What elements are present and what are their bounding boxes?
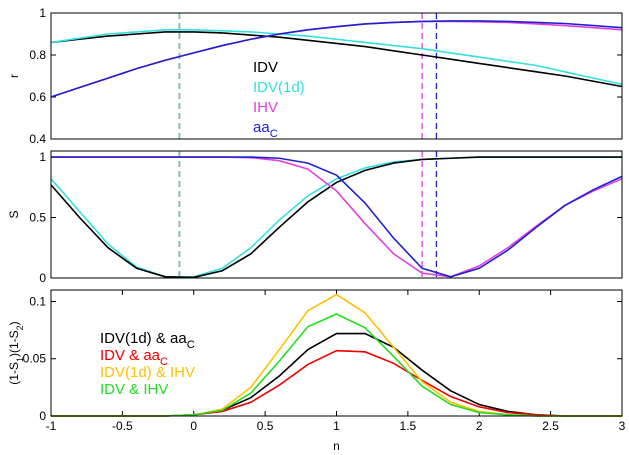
plot-area (51, 290, 622, 416)
text-part: IDV(1d) & aa (100, 330, 187, 347)
y-tick-label: 0 (39, 409, 46, 423)
text-part: IDV & aa (100, 347, 161, 364)
text-part: )(1-S (7, 330, 21, 357)
legend-entry: IDV(1d) & IHV (100, 364, 195, 381)
series-line (50, 28, 623, 86)
series-line (50, 31, 623, 88)
x-tick-label: -0.5 (112, 419, 133, 433)
y-tick-label: 0.05 (23, 352, 47, 366)
x-tick-label: 3 (619, 419, 626, 433)
y-tick-label: 0.5 (29, 211, 46, 225)
text-part: (1-S (7, 362, 21, 385)
y-axis-label: (1-S1)(1-S2) (7, 321, 25, 384)
text-part: aa (253, 119, 270, 136)
subscript: 2 (15, 325, 25, 330)
y-tick-label: 0.8 (29, 48, 46, 62)
legend-entry: IHV (253, 99, 278, 116)
plot-frame (50, 12, 623, 140)
x-tick-label: 1.5 (400, 419, 417, 433)
panel: 00.050.1-1 -0.5 0 0.5 1 1.5 2 2.5 3n(1-S1)(1-S2)… (7, 289, 626, 453)
y-axis-label: S (7, 210, 21, 218)
y-tick-label: 1 (39, 150, 46, 164)
subscript: C (160, 356, 168, 368)
x-tick-label: 2 (476, 419, 483, 433)
series-line (51, 156, 623, 278)
legend-entry: IDV & aaC (100, 347, 168, 368)
x-tick-label: 0 (190, 419, 197, 433)
y-tick-label: 0 (39, 271, 46, 285)
subscript: 1 (15, 357, 25, 362)
text-part: ) (7, 321, 21, 325)
legend-entry: IDV & IHV (100, 381, 168, 398)
y-tick-label: 1 (39, 6, 46, 20)
plot-frame (50, 289, 623, 417)
legend-entry: IDV(1d) (253, 79, 305, 96)
x-tick-label: 2.5 (542, 419, 559, 433)
plot-area (51, 151, 622, 278)
plot-frame (50, 150, 623, 279)
x-axis-label: n (333, 439, 340, 453)
legend-entry: IDV(1d) & aaC (100, 330, 195, 351)
x-tick-label: 0.5 (257, 419, 274, 433)
y-tick-label: 0.1 (29, 294, 46, 308)
series-line (50, 20, 623, 98)
y-tick-label: 0.6 (29, 90, 46, 104)
y-tick-label: 0.4 (29, 132, 46, 146)
x-tick-label: 1 (333, 419, 340, 433)
subscript: C (270, 128, 278, 140)
series-line (50, 156, 622, 279)
y-axis-label: r (7, 74, 21, 78)
panel: 0.4 0.6 0.8 1 r IDV IDV(1d) IHV aaC (7, 6, 623, 146)
panel: 0 0.5 1 S (7, 150, 623, 285)
legend-entry: IDV (253, 59, 278, 76)
legend-entry: aaC (253, 119, 278, 140)
subscript: C (187, 339, 195, 351)
x-tick-label: -1 (46, 419, 57, 433)
